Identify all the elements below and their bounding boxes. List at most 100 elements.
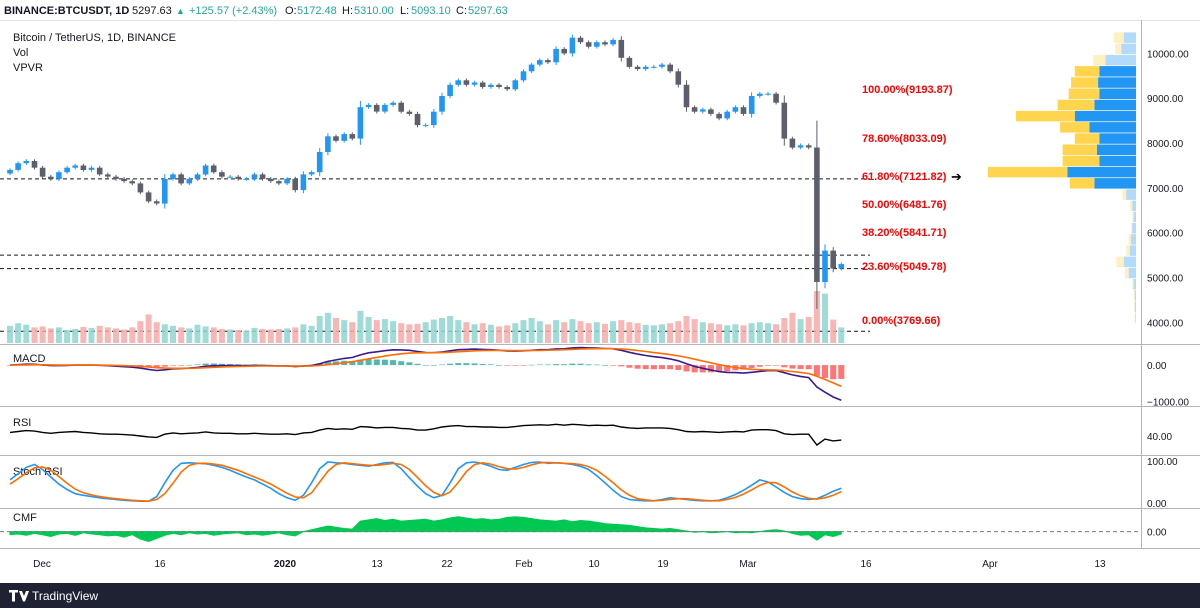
candle-body bbox=[700, 109, 706, 112]
stoch-d-line bbox=[9, 461, 842, 503]
candle-body bbox=[797, 145, 804, 148]
volume-bar bbox=[659, 324, 665, 343]
volume-bar bbox=[227, 329, 234, 343]
volume-bar bbox=[667, 323, 674, 343]
volume-indicator-label[interactable]: Vol bbox=[13, 47, 28, 59]
volume-bar bbox=[487, 324, 494, 343]
candle-body bbox=[634, 66, 641, 69]
macd-histogram-bar bbox=[748, 365, 755, 369]
series-title[interactable]: Bitcoin / TetherUS, 1D, BINANCE bbox=[13, 32, 176, 44]
price-tick-label: 4000.00 bbox=[1147, 318, 1184, 329]
vpvr-down-bar bbox=[1062, 144, 1097, 155]
volume-bar bbox=[471, 324, 478, 343]
candle-body bbox=[724, 111, 730, 119]
volume-bar bbox=[707, 323, 714, 343]
vpvr-down-bar bbox=[1062, 155, 1100, 167]
candle-body bbox=[162, 178, 168, 204]
volume-bar bbox=[23, 324, 30, 343]
price-axis[interactable]: 4000.00 5000.00 6000.00 7000.00 8000.00 9000.… bbox=[1147, 49, 1189, 329]
volume-bar bbox=[528, 318, 535, 343]
candle-body bbox=[202, 165, 209, 175]
macd-histogram-bar bbox=[243, 364, 250, 366]
candle-body bbox=[781, 102, 788, 139]
volume-bar bbox=[650, 325, 657, 343]
volume-bar bbox=[618, 320, 625, 343]
macd-histogram-bar bbox=[487, 364, 494, 366]
candle-body bbox=[300, 174, 307, 191]
macd-histogram-bar bbox=[683, 365, 690, 372]
candle-body bbox=[259, 174, 266, 179]
volume-histogram bbox=[7, 291, 845, 343]
volume-bar bbox=[496, 326, 502, 343]
macd-histogram-bar bbox=[178, 365, 185, 366]
macd-histogram-bar bbox=[797, 365, 804, 370]
change-up-icon: ▲ bbox=[176, 6, 185, 16]
candle-body bbox=[382, 104, 388, 112]
candle-body bbox=[455, 80, 461, 85]
rsi-pane-label[interactable]: RSI bbox=[13, 417, 31, 429]
macd-pane-label[interactable]: MACD bbox=[13, 353, 45, 365]
macd-histogram-bar bbox=[626, 365, 633, 368]
candle-body bbox=[748, 96, 755, 114]
candle-body bbox=[170, 174, 176, 179]
candle-body bbox=[406, 111, 413, 114]
macd-tick-label: −1000.00 bbox=[1147, 397, 1189, 408]
macd-histogram-bar bbox=[170, 365, 176, 366]
candle-body bbox=[7, 169, 13, 174]
volume-bar bbox=[31, 327, 38, 343]
symbol-label[interactable]: BINANCE:BTCUSDT, 1D bbox=[4, 5, 129, 17]
volume-bar bbox=[398, 323, 405, 343]
price-change: +125.57 (+2.43%) bbox=[189, 5, 277, 17]
close-value: 5297.63 bbox=[468, 5, 508, 17]
candle-body bbox=[537, 60, 543, 65]
macd-histogram-bar bbox=[805, 365, 812, 370]
fib-level-label: 50.00%(6481.76) bbox=[862, 199, 947, 211]
tradingview-logo[interactable]: TradingView bbox=[9, 589, 98, 603]
time-tick-label: Dec bbox=[33, 559, 51, 570]
volume-bar bbox=[64, 330, 71, 343]
volume-bar bbox=[544, 324, 551, 343]
volume-bar bbox=[577, 321, 584, 343]
macd-histogram-bar bbox=[227, 364, 234, 366]
volume-bar bbox=[129, 327, 136, 343]
candle-body bbox=[520, 71, 527, 81]
volume-bar bbox=[756, 322, 763, 343]
open-label: O: bbox=[285, 5, 297, 17]
time-axis[interactable]: Dec 16 2020 13 22 Feb 10 19 Mar 16 Apr 13 bbox=[33, 559, 1106, 570]
candle-body bbox=[716, 113, 722, 119]
macd-histogram-bar bbox=[553, 364, 560, 366]
vpvr-up-bar bbox=[1135, 312, 1136, 324]
candle-body bbox=[675, 71, 682, 85]
candle-body bbox=[316, 152, 323, 173]
vpvr-down-bar bbox=[1074, 133, 1100, 144]
tradingview-brand: TradingView bbox=[32, 589, 98, 603]
volume-bar bbox=[724, 325, 731, 343]
macd-histogram-bar bbox=[324, 361, 331, 366]
symbol-header-bar bbox=[0, 0, 1200, 21]
vpvr-indicator-label[interactable]: VPVR bbox=[13, 62, 43, 74]
volume-bar bbox=[80, 326, 87, 343]
candle-body bbox=[349, 134, 356, 139]
candlesticks[interactable] bbox=[7, 34, 845, 309]
vpvr-up-bar bbox=[1132, 223, 1136, 234]
volume-bar bbox=[113, 328, 119, 343]
volume-bar bbox=[439, 318, 445, 343]
vpvr-up-bar bbox=[1121, 43, 1136, 55]
macd-histogram-bar bbox=[822, 365, 828, 378]
candle-body bbox=[276, 181, 282, 184]
macd-histogram-bar bbox=[430, 365, 437, 366]
cmf-pane-label[interactable]: CMF bbox=[13, 512, 37, 524]
candle-body bbox=[577, 37, 584, 43]
macd-histogram-bar bbox=[447, 363, 454, 366]
macd-histogram-bar bbox=[707, 365, 714, 373]
candle-body bbox=[757, 93, 763, 96]
candle-body bbox=[651, 66, 657, 68]
candle-body bbox=[243, 178, 250, 180]
candle-body bbox=[488, 84, 494, 87]
tradingview-logo-icon bbox=[9, 590, 29, 602]
macd-histogram-bar bbox=[390, 360, 397, 366]
candle-body bbox=[496, 84, 502, 87]
volume-bar bbox=[251, 327, 258, 343]
volume-bar bbox=[202, 326, 209, 343]
